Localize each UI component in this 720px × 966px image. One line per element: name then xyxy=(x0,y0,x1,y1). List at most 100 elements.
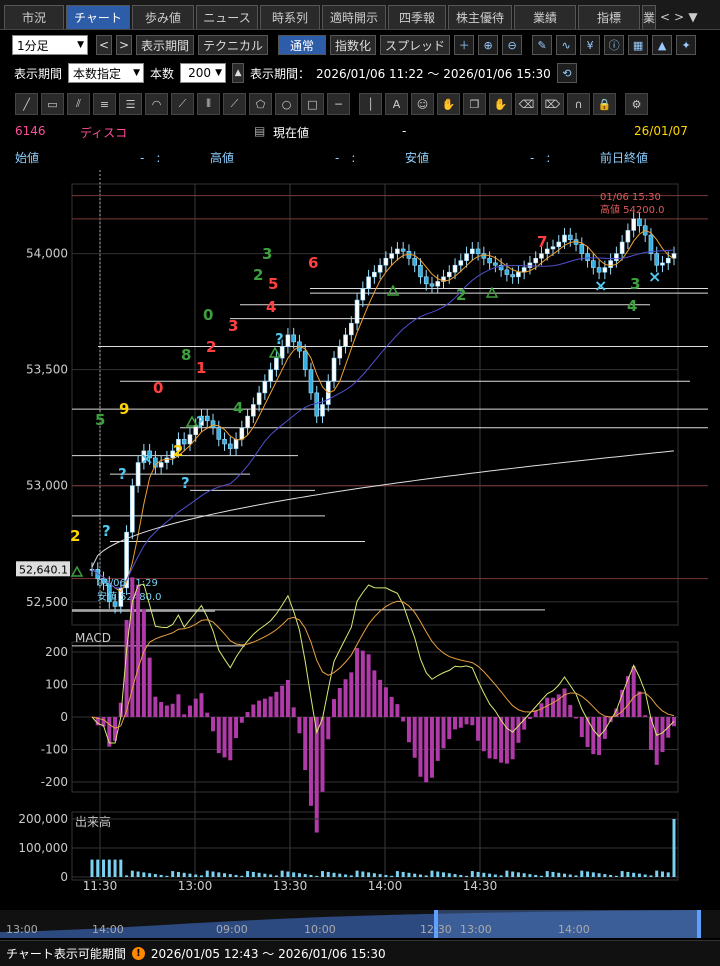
macd-histogram-bar xyxy=(360,650,365,717)
count-input[interactable]: 200 ▼ xyxy=(180,63,227,83)
tab-3[interactable]: ニュース xyxy=(196,5,258,29)
tab-5[interactable]: 適時開示 xyxy=(322,5,386,29)
macd-histogram-bar xyxy=(124,620,129,717)
candle-body xyxy=(164,457,170,463)
text-icon[interactable]: A xyxy=(385,93,408,115)
volume-bar xyxy=(344,874,348,877)
vlines-tool-icon[interactable]: ⦀ xyxy=(197,93,220,115)
tab-8[interactable]: 業績 xyxy=(514,5,576,29)
spread-button[interactable]: スプレッド xyxy=(380,35,451,55)
tab-2[interactable]: 歩み値 xyxy=(132,5,194,29)
candle-body xyxy=(176,439,181,452)
price-tick-label: 52,500 xyxy=(26,595,68,609)
circle-icon[interactable]: ○ xyxy=(275,93,298,115)
yen-icon[interactable]: ¥ xyxy=(580,35,601,55)
current-price-label: 52,640.1 xyxy=(19,563,68,576)
vline-icon[interactable]: │ xyxy=(359,93,382,115)
tab-0[interactable]: 市況 xyxy=(4,5,64,29)
ruler-tool-icon[interactable]: ▭ xyxy=(41,93,64,115)
arc-tool-icon[interactable]: ◠ xyxy=(145,93,168,115)
volume-bar xyxy=(453,874,457,877)
volume-bar xyxy=(418,874,422,877)
period-mode-select[interactable]: 本数指定 ▼ xyxy=(68,63,145,83)
volume-bar xyxy=(557,872,561,877)
tab-4[interactable]: 時系列 xyxy=(260,5,320,29)
candle-body xyxy=(112,601,118,607)
macd-label: MACD xyxy=(75,631,111,645)
eraser-all-icon[interactable]: ⌦ xyxy=(541,93,564,115)
hline-icon[interactable]: ─ xyxy=(327,93,350,115)
tab-1[interactable]: チャート xyxy=(66,5,130,29)
volume-bar xyxy=(188,873,192,877)
chart-area[interactable]: 11:30 13:00 13:30 14:00 14:30 52,500 53,000 53,… xyxy=(0,170,720,940)
ohlc-row: 始値 - : 高値 - : 安値 - : 前日終値 xyxy=(0,149,720,169)
tab-10[interactable]: 業 xyxy=(642,5,656,29)
speed-tool-icon[interactable]: ⟋ xyxy=(223,93,246,115)
candle-body xyxy=(101,578,106,584)
stamp-icon[interactable]: ✋ xyxy=(437,93,460,115)
macd-histogram-bar xyxy=(631,666,636,717)
volume-bar xyxy=(372,873,376,877)
emoji-icon[interactable]: ☺ xyxy=(411,93,434,115)
macd-histogram-bar xyxy=(222,717,227,758)
zoom-out-icon[interactable]: ⊖ xyxy=(502,35,523,55)
macd-histogram-bar xyxy=(101,717,106,727)
drawing-toolbar: ╱ ▭ ⫽ ≡ ☰ ◠ ⟋ ⦀ ⟋ ⬠ ○ □ ─ │ A ☺ ✋ ❐ ✋ ⌫ ⌦ ∩ 🔒 ⚙ xyxy=(0,92,720,116)
my-chart-icon[interactable]: ▦ xyxy=(628,35,649,55)
refresh-icon[interactable]: ⟲ xyxy=(556,63,577,83)
zoom-in-icon[interactable]: ⊕ xyxy=(478,35,499,55)
hlines2-tool-icon[interactable]: ☰ xyxy=(119,93,142,115)
wave-icon[interactable]: ∿ xyxy=(556,35,577,55)
volume-bar xyxy=(580,870,584,877)
pentagon-icon[interactable]: ⬠ xyxy=(249,93,272,115)
low-label: 安値 xyxy=(405,151,430,165)
candle-body xyxy=(585,253,590,261)
volume-bar xyxy=(614,875,618,877)
volume-bar xyxy=(401,871,405,877)
area-chart-icon[interactable]: ▲ xyxy=(652,35,673,55)
tab-9[interactable]: 指標 xyxy=(578,5,640,29)
volume-bar xyxy=(286,871,290,877)
add-icon[interactable]: ＋ xyxy=(454,35,475,55)
tab-6[interactable]: 四季報 xyxy=(388,5,446,29)
index-button[interactable]: 指数化 xyxy=(330,35,377,55)
tab-7[interactable]: 株主優待 xyxy=(448,5,512,29)
technical-button[interactable]: テクニカル xyxy=(198,35,269,55)
settings-icon[interactable]: ⚙ xyxy=(625,93,648,115)
macd-histogram-bar xyxy=(337,687,342,717)
volume-bar xyxy=(217,872,221,877)
signal-number-red: 6 xyxy=(308,254,318,272)
volume-tick-label: 200,000 xyxy=(18,812,68,826)
fan-tool-icon[interactable]: ⟋ xyxy=(171,93,194,115)
info-icon[interactable]: ⓘ xyxy=(604,35,625,55)
line-tool-icon[interactable]: ╱ xyxy=(15,93,38,115)
copy-icon[interactable]: ❐ xyxy=(463,93,486,115)
pen-icon[interactable]: ✎ xyxy=(532,35,553,55)
candle-body xyxy=(279,346,285,359)
interval-select[interactable]: 1分足 ▼ xyxy=(12,35,88,55)
wrench-icon[interactable]: ✦ xyxy=(676,35,697,55)
eraser-icon[interactable]: ⌫ xyxy=(515,93,538,115)
macd-histogram-bar xyxy=(660,717,665,753)
next-button[interactable]: > xyxy=(116,35,132,55)
normal-button[interactable]: 通常 xyxy=(278,35,327,55)
macd-histogram-bar xyxy=(654,717,659,765)
channel-tool-icon[interactable]: ⫽ xyxy=(67,93,90,115)
volume-bar xyxy=(125,875,129,877)
hand-icon[interactable]: ✋ xyxy=(489,93,512,115)
rectangle-icon[interactable]: □ xyxy=(301,93,324,115)
tab-next-icon[interactable]: > xyxy=(673,10,685,24)
volume-bar xyxy=(159,874,163,877)
time-tick-label: 13:00 xyxy=(178,879,213,893)
price-panel-border xyxy=(71,183,679,626)
tab-menu-icon[interactable]: ▼ xyxy=(688,10,698,24)
count-up-button[interactable]: ▲ xyxy=(232,63,245,83)
prev-button[interactable]: < xyxy=(96,35,112,55)
period-button[interactable]: 表示期間 xyxy=(136,35,195,55)
tab-prev-icon[interactable]: < xyxy=(659,10,671,24)
stock-date: 26/01/07 xyxy=(634,124,688,138)
hlines-tool-icon[interactable]: ≡ xyxy=(93,93,116,115)
magnet-icon[interactable]: ∩ xyxy=(567,93,590,115)
lock-icon[interactable]: 🔒 xyxy=(593,93,616,115)
volume-bar xyxy=(563,873,567,877)
